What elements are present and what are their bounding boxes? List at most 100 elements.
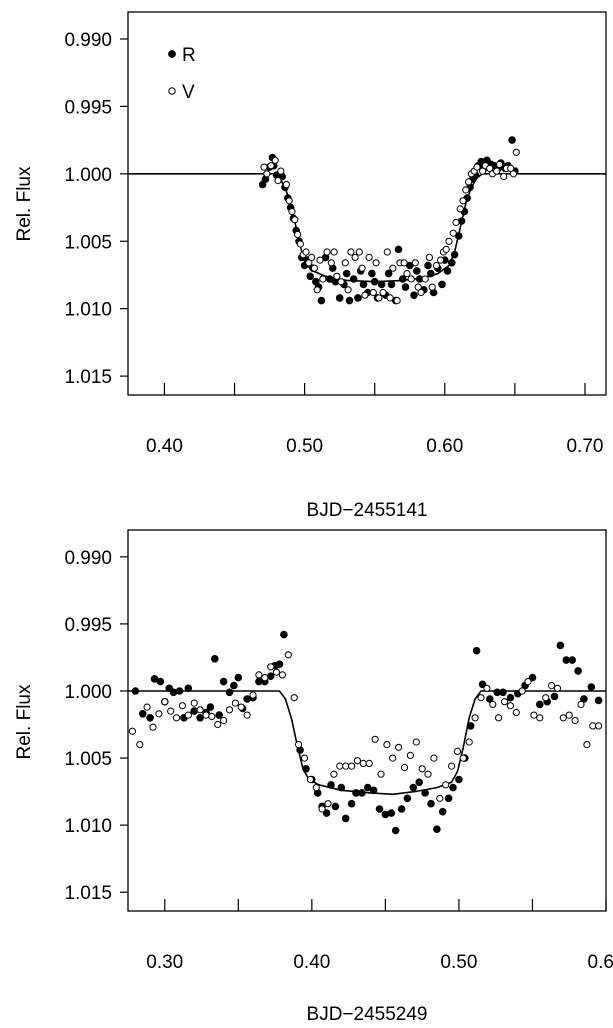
data-point-v bbox=[400, 763, 409, 772]
data-point-r bbox=[280, 630, 288, 639]
data-point-r bbox=[413, 267, 421, 275]
x-tick-label: 0.60 bbox=[588, 952, 613, 973]
data-point-v bbox=[333, 272, 341, 280]
y-tick-label: 1.000 bbox=[64, 682, 112, 703]
data-point-r bbox=[377, 280, 386, 289]
data-point-v bbox=[202, 711, 210, 719]
data-point-r bbox=[368, 269, 376, 278]
data-point-v bbox=[512, 148, 520, 156]
data-point-r bbox=[206, 703, 215, 711]
data-point-v bbox=[243, 711, 251, 719]
data-point-v bbox=[583, 741, 591, 749]
data-point-v bbox=[442, 245, 450, 253]
data-point-v bbox=[359, 759, 367, 768]
data-point-v bbox=[536, 714, 544, 722]
data-point-r bbox=[472, 646, 481, 655]
data-point-r bbox=[370, 277, 379, 286]
y-tick-label: 1.000 bbox=[64, 165, 112, 186]
data-point-r bbox=[421, 789, 429, 797]
data-point-v bbox=[473, 163, 481, 171]
data-point-r bbox=[398, 275, 407, 283]
data-point-v bbox=[351, 253, 359, 261]
data-point-v bbox=[383, 741, 391, 749]
y-tick-label: 0.990 bbox=[64, 30, 112, 51]
data-point-v bbox=[571, 716, 579, 725]
data-point-v bbox=[548, 682, 556, 690]
data-point-v bbox=[406, 751, 414, 760]
data-point-r bbox=[138, 710, 147, 718]
data-point-v bbox=[421, 275, 429, 283]
model-curve bbox=[128, 173, 606, 283]
data-point-r bbox=[403, 794, 412, 803]
legend: R V bbox=[168, 45, 196, 103]
data-point-v bbox=[167, 707, 175, 715]
data-point-v bbox=[172, 714, 181, 722]
data-point-v bbox=[319, 275, 327, 283]
data-point-r bbox=[438, 280, 446, 289]
data-point-v bbox=[260, 163, 268, 171]
y-tick-label: 1.010 bbox=[64, 816, 112, 837]
data-point-r bbox=[499, 688, 507, 697]
data-point-v bbox=[231, 699, 239, 707]
data-point-v bbox=[178, 702, 186, 710]
data-point-v bbox=[342, 762, 350, 770]
data-point-v bbox=[403, 270, 411, 278]
data-point-v bbox=[459, 197, 467, 205]
data-point-r bbox=[415, 778, 424, 787]
data-point-v bbox=[495, 160, 504, 168]
legend-label-r: R bbox=[182, 45, 196, 66]
data-point-r bbox=[331, 802, 340, 811]
data-point-v bbox=[284, 651, 292, 659]
data-point-v bbox=[371, 735, 379, 743]
data-point-v bbox=[414, 283, 422, 291]
y-tick-label: 1.005 bbox=[64, 232, 112, 253]
data-point-v bbox=[430, 754, 438, 762]
data-point-r bbox=[443, 267, 452, 275]
data-point-v bbox=[483, 684, 491, 692]
data-point-v bbox=[386, 294, 394, 302]
data-point-r bbox=[384, 269, 393, 278]
data-point-v bbox=[355, 248, 363, 256]
data-point-v bbox=[393, 297, 401, 305]
data-point-v bbox=[417, 288, 425, 297]
data-point-r bbox=[196, 714, 204, 722]
data-point-v bbox=[341, 259, 349, 267]
data-point-v bbox=[369, 288, 377, 297]
data-point-v bbox=[365, 253, 373, 261]
data-point-r bbox=[215, 711, 223, 719]
data-point-v bbox=[428, 283, 436, 291]
data-point-r bbox=[508, 136, 516, 144]
data-point-v bbox=[456, 205, 464, 213]
data-point-r bbox=[556, 641, 565, 650]
data-point-v bbox=[214, 720, 222, 729]
x-axis-label: BJD−2455249 bbox=[307, 1004, 428, 1025]
data-point-v bbox=[471, 714, 479, 722]
data-point-v bbox=[184, 711, 192, 719]
data-point-v bbox=[372, 259, 380, 267]
data-point-v bbox=[330, 248, 338, 256]
data-point-r bbox=[131, 687, 140, 695]
data-point-r bbox=[574, 667, 582, 675]
data-point-r bbox=[359, 280, 368, 289]
data-point-v bbox=[445, 237, 453, 245]
x-tick-label: 0.30 bbox=[146, 952, 183, 973]
data-point-v bbox=[312, 784, 320, 792]
legend-marker-r bbox=[168, 50, 176, 58]
data-point-r bbox=[427, 799, 435, 808]
data-point-r bbox=[528, 673, 537, 682]
data-point-r bbox=[349, 275, 358, 283]
data-point-r bbox=[306, 272, 315, 281]
data-point-v bbox=[249, 691, 257, 699]
data-point-v bbox=[353, 757, 361, 765]
plot-frame bbox=[127, 529, 607, 912]
data-point-v bbox=[479, 167, 487, 175]
x-tick-label: 0.40 bbox=[146, 436, 183, 457]
data-point-r bbox=[335, 294, 344, 302]
data-point-v bbox=[383, 248, 391, 256]
y-tick-label: 1.015 bbox=[64, 883, 112, 904]
data-point-r bbox=[568, 656, 577, 664]
data-point-v bbox=[424, 770, 432, 778]
data-point-v bbox=[261, 674, 269, 682]
data-point-v bbox=[361, 291, 369, 299]
